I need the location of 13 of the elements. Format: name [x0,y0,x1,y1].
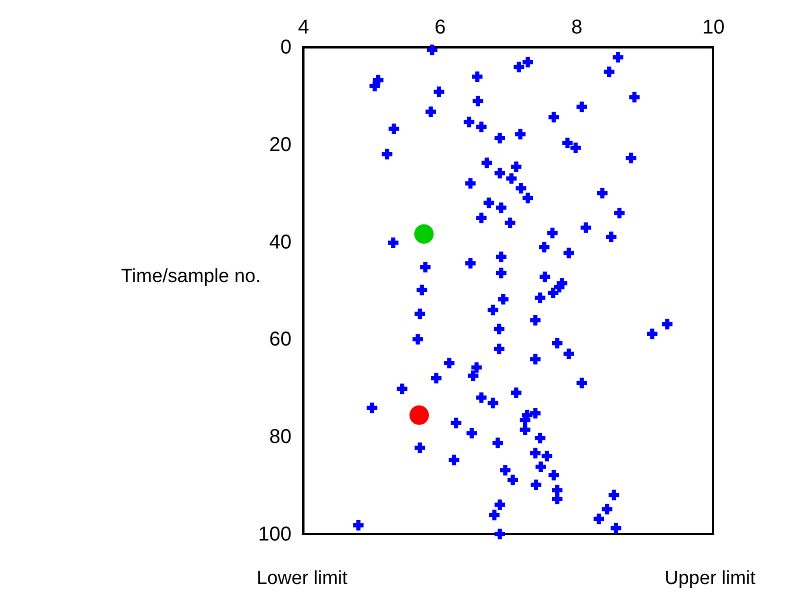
y-tick-label: 80 [269,426,292,448]
y-axis-title: Time/sample no. [121,266,261,288]
x-tick-label: 8 [571,16,582,38]
x-tick-label: 10 [702,16,725,38]
y-tick-label: 40 [269,231,292,254]
y-tick-label: 0 [280,36,292,58]
y-tick-label: 100 [258,524,292,546]
x-tick-label: 6 [434,16,446,38]
x-tick-label: 4 [298,16,310,38]
text: Lower limit [256,568,348,590]
text: Upper limit [664,568,756,590]
y-tick-label: 60 [269,328,292,351]
y-tick-label: 20 [269,134,292,156]
